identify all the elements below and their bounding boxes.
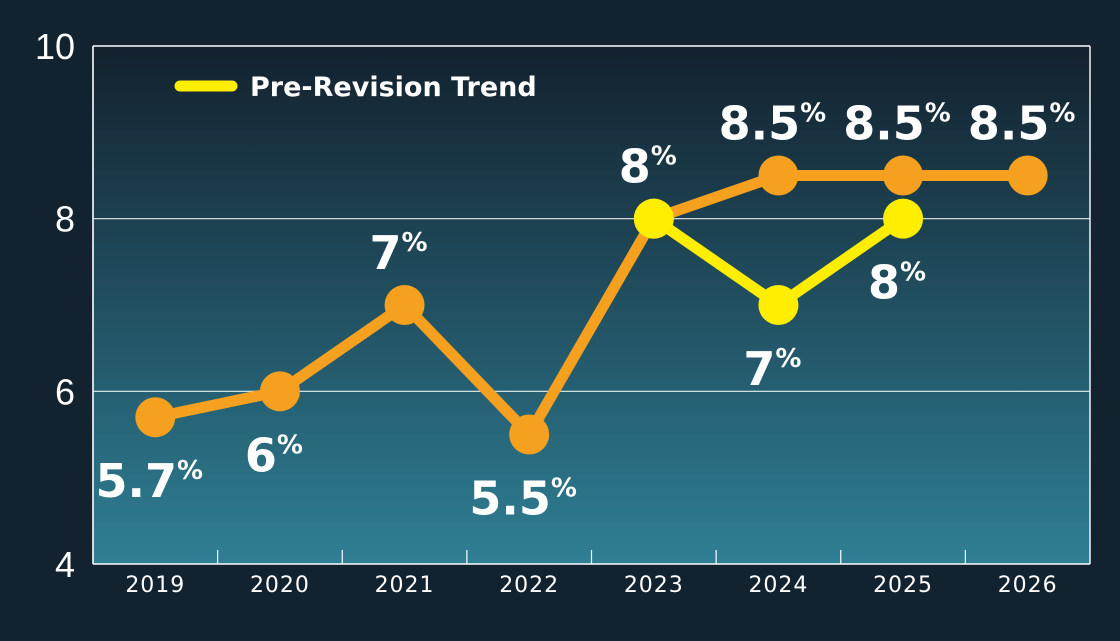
- x-tick-label-2022: 2022: [499, 573, 559, 598]
- data-point-0-2019: [135, 397, 176, 438]
- legend-label-1: Pre-Revision Trend: [250, 72, 537, 103]
- x-tick-label-2019: 2019: [125, 573, 185, 598]
- data-points: [135, 155, 1048, 455]
- axes: 4 6 8 10 2019 2020 2021 2022 2023 2024 2025 2026: [35, 26, 1091, 598]
- data-point-0-2025: [883, 155, 924, 196]
- data-point-0-2021: [384, 285, 425, 325]
- y-tick-label-8: 8: [55, 199, 75, 240]
- data-point-0-2020: [259, 371, 300, 412]
- data-point-0-2024: [758, 155, 799, 196]
- plot-background: [93, 46, 1090, 564]
- y-tick-label-10: 10: [35, 26, 75, 67]
- data-point-1-2023: [633, 198, 674, 239]
- data-label-0-2026: 8.5%: [968, 97, 1076, 151]
- data-label-0-2025: 8.5%: [843, 97, 951, 151]
- y-tick-label-6: 6: [55, 371, 75, 412]
- data-point-0-2022: [509, 414, 550, 455]
- data-point-1-2025: [883, 198, 924, 239]
- data-label-0-2020: 6%: [245, 428, 303, 482]
- y-tick-label-4: 4: [55, 544, 75, 585]
- x-tick-label-2020: 2020: [250, 573, 310, 598]
- x-tick-label-2024: 2024: [748, 573, 808, 598]
- data-label-0-2019: 5.7%: [96, 454, 204, 508]
- data-label-1-2024: 7%: [743, 342, 801, 396]
- data-label-0-2022: 5.5%: [469, 472, 577, 526]
- x-tick-label-2026: 2026: [998, 573, 1058, 598]
- legend: Pre-Revision Trend: [174, 72, 537, 103]
- x-tick-label-2021: 2021: [375, 573, 435, 598]
- data-point-1-2024: [758, 285, 799, 325]
- data-label-0-2021: 7%: [370, 226, 428, 280]
- data-point-0-2026: [1007, 155, 1048, 196]
- data-label-1-2025: 8%: [868, 256, 926, 310]
- data-label-0-2024: 8.5%: [719, 97, 827, 151]
- x-tick-label-2023: 2023: [624, 573, 684, 598]
- x-tick-label-2025: 2025: [873, 573, 933, 598]
- data-label-0-2023: 8%: [619, 140, 677, 194]
- data-labels: 5.7% 6% 7% 5.5% 8% 8.5% 8.5% 8.5% 7% 8%: [96, 97, 1076, 526]
- series-line-0: [149, 170, 1034, 440]
